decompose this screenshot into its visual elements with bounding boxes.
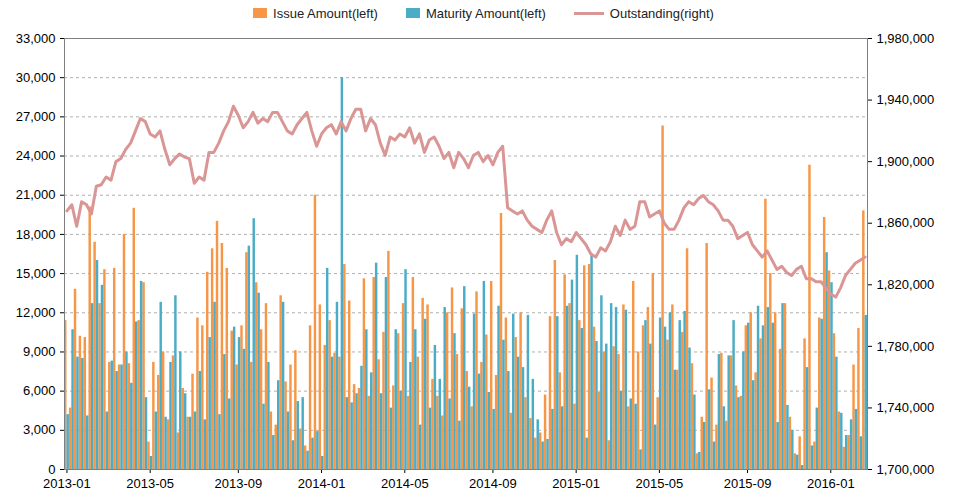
svg-text:2014-01: 2014-01 xyxy=(298,476,346,491)
svg-text:2015-09: 2015-09 xyxy=(724,476,772,491)
svg-text:27,000: 27,000 xyxy=(16,109,56,124)
svg-text:1,740,000: 1,740,000 xyxy=(877,400,935,415)
svg-text:2013-09: 2013-09 xyxy=(214,476,262,491)
svg-text:1,820,000: 1,820,000 xyxy=(877,277,935,292)
svg-text:2015-05: 2015-05 xyxy=(636,476,684,491)
svg-text:2016-01: 2016-01 xyxy=(807,476,855,491)
svg-text:6,000: 6,000 xyxy=(23,383,56,398)
html-text:Outstanding(right): Outstanding(right) xyxy=(609,5,714,21)
svg-text:24,000: 24,000 xyxy=(16,148,56,163)
svg-text:2015-01: 2015-01 xyxy=(552,476,600,491)
svg-text:1,940,000: 1,940,000 xyxy=(877,92,935,107)
svg-text:0: 0 xyxy=(48,462,55,477)
svg-text:9,000: 9,000 xyxy=(23,344,56,359)
svg-text:1,980,000: 1,980,000 xyxy=(877,31,935,46)
svg-text:30,000: 30,000 xyxy=(16,70,56,85)
svg-text:2014-05: 2014-05 xyxy=(381,476,429,491)
svg-text:2013-05: 2013-05 xyxy=(126,476,174,491)
svg-text:1,900,000: 1,900,000 xyxy=(877,154,935,169)
svg-text:2014-09: 2014-09 xyxy=(469,476,517,491)
svg-text:1,860,000: 1,860,000 xyxy=(877,215,935,230)
svg-text:1,780,000: 1,780,000 xyxy=(877,339,935,354)
svg-text:12,000: 12,000 xyxy=(16,305,56,320)
html-text:Maturity Amount(left): Maturity Amount(left) xyxy=(425,5,546,21)
svg-text:18,000: 18,000 xyxy=(16,227,56,242)
svg-text:1,700,000: 1,700,000 xyxy=(877,462,935,477)
svg-text:21,000: 21,000 xyxy=(16,187,56,202)
svg-text:3,000: 3,000 xyxy=(23,422,56,437)
html-text:Issue Amount(left): Issue Amount(left) xyxy=(273,5,378,21)
svg-text:2013-01: 2013-01 xyxy=(43,476,91,491)
svg-text:15,000: 15,000 xyxy=(16,266,56,281)
svg-text:33,000: 33,000 xyxy=(16,31,56,46)
